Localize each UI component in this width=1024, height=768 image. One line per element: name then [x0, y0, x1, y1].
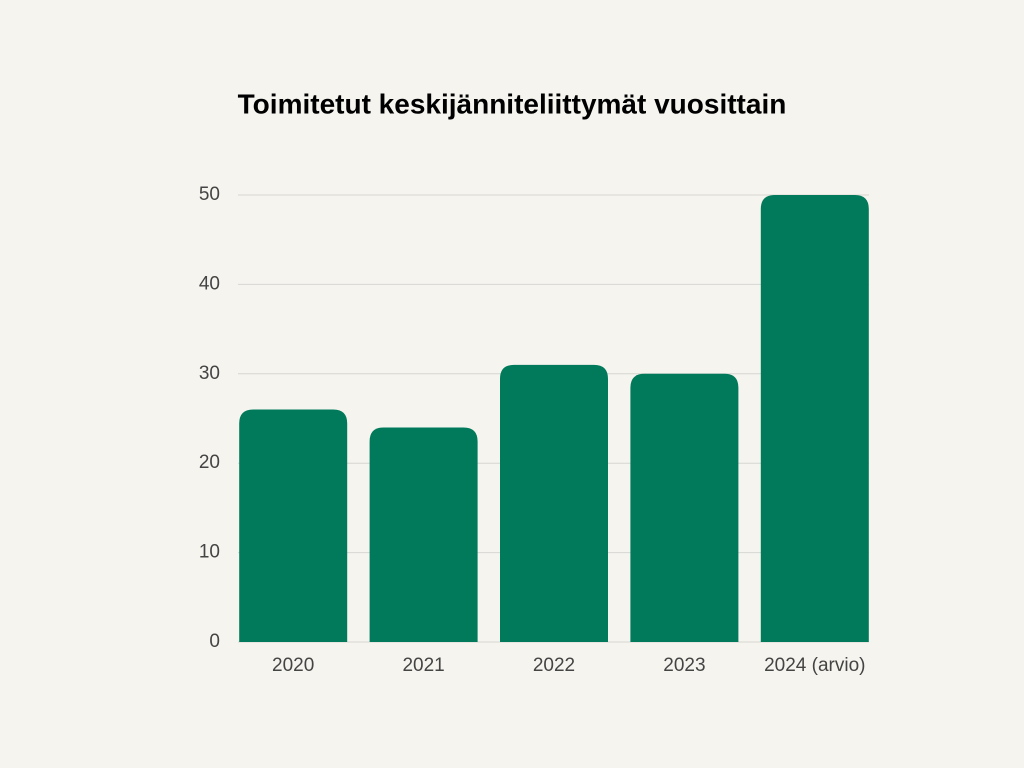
x-tick-label: 2024 (arvio)	[764, 655, 865, 676]
x-tick-label: 2023	[663, 655, 705, 676]
bar	[630, 373, 739, 642]
y-tick-label: 10	[199, 542, 220, 563]
y-tick-label: 20	[199, 452, 220, 473]
y-tick-label: 40	[199, 273, 220, 294]
bar	[369, 427, 478, 642]
x-tick-label: 2022	[533, 655, 575, 676]
y-tick-label: 30	[199, 363, 220, 384]
bar	[760, 195, 869, 642]
y-tick-label: 50	[199, 184, 220, 205]
x-tick-label: 2021	[402, 655, 444, 676]
chart-title: Toimitetut keskijänniteliittymät vuositt…	[238, 88, 787, 119]
bar	[239, 409, 348, 642]
y-tick-label: 0	[209, 631, 220, 652]
bar	[500, 364, 608, 642]
x-tick-label: 2020	[272, 655, 314, 676]
